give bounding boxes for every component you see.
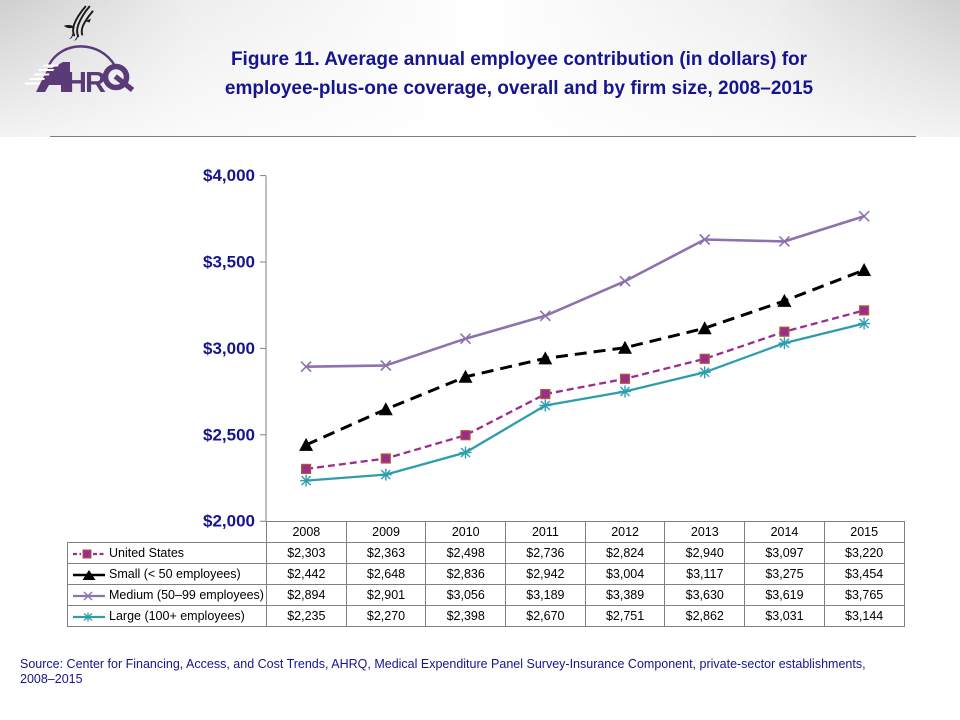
svg-text:$4,000: $4,000 bbox=[203, 166, 255, 185]
svg-text:$3,000: $3,000 bbox=[203, 339, 255, 358]
svg-text:$2,500: $2,500 bbox=[203, 425, 255, 444]
svg-text:$3,500: $3,500 bbox=[203, 253, 255, 272]
